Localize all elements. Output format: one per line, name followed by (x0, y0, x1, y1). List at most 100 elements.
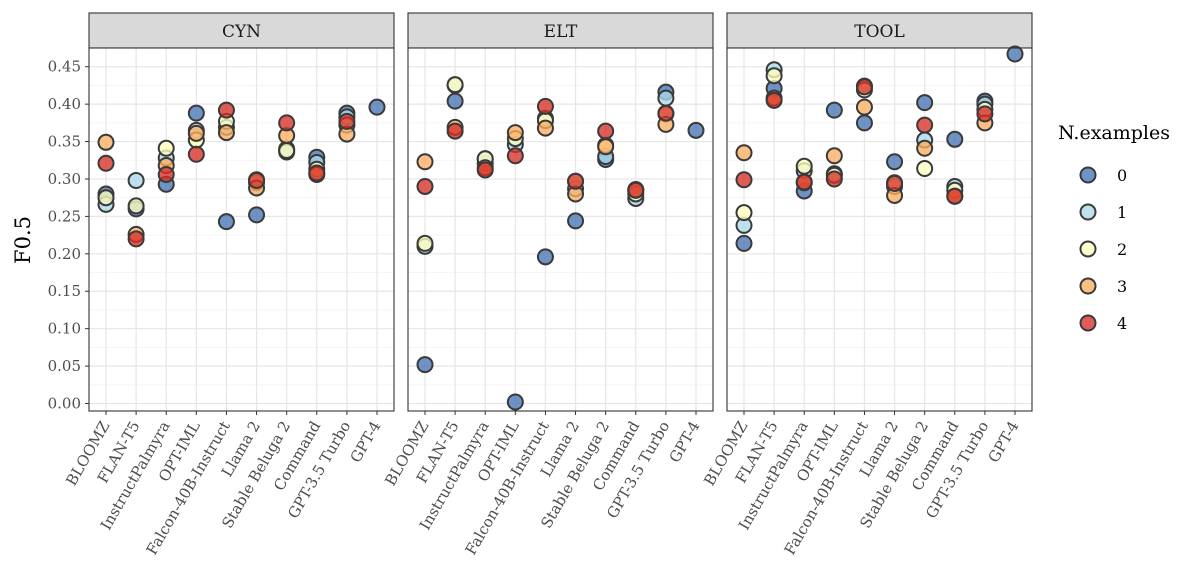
facet-strip (407, 12, 714, 49)
y-tick-label: 0.35 (48, 133, 81, 151)
data-point (416, 234, 434, 252)
data-point (916, 94, 934, 112)
data-point (765, 91, 783, 109)
legend-title: N.examples (1058, 122, 1170, 144)
panel-elt: ELTBLOOMZFLAN-T5InstructPalmyraOPT-IMLFa… (381, 12, 714, 558)
data-point (536, 97, 554, 115)
y-tick-label: 0.20 (48, 245, 81, 263)
y-tick-label: 0.00 (48, 395, 81, 413)
data-point (187, 104, 205, 122)
data-point (97, 154, 115, 172)
data-point (446, 122, 464, 140)
x-tick-label: GPT-4 (984, 418, 1022, 466)
y-tick-label: 0.10 (48, 320, 81, 338)
data-point (886, 174, 904, 192)
legend-key (1079, 166, 1097, 184)
data-point (946, 187, 964, 205)
data-point (597, 122, 615, 140)
data-point (627, 181, 645, 199)
x-tick-label: GPT-4 (665, 418, 703, 466)
y-tick-label: 0.30 (48, 170, 81, 188)
data-point (506, 147, 524, 165)
legend-label: 1 (1117, 203, 1127, 222)
legend: N.examples 0 1 2 3 4 (1058, 122, 1170, 333)
data-point (338, 112, 356, 130)
data-point (976, 105, 994, 123)
legend-key (1079, 203, 1097, 221)
panel-cyn: CYNBLOOMZFLAN-T5InstructPalmyraOPT-IMLFa… (62, 12, 395, 558)
data-point (476, 161, 494, 179)
data-point (416, 356, 434, 374)
data-point (825, 101, 843, 119)
data-point (278, 114, 296, 132)
data-point (687, 121, 705, 139)
data-point (735, 204, 753, 222)
facet-strip-label: CYN (222, 22, 261, 42)
data-point (446, 76, 464, 94)
data-point (886, 153, 904, 171)
data-point (825, 170, 843, 188)
data-point (217, 213, 235, 231)
data-point (855, 78, 873, 96)
data-point (765, 67, 783, 85)
y-tick-label: 0.15 (48, 282, 81, 300)
data-point (1006, 45, 1024, 63)
data-point (187, 145, 205, 163)
data-point (946, 130, 964, 148)
data-point (127, 171, 145, 189)
panel-tool: TOOLBLOOMZFLAN-T5InstructPalmyraOPT-IMLF… (700, 12, 1033, 558)
x-tick-label: GPT-4 (346, 418, 384, 466)
data-point (217, 124, 235, 142)
data-point (127, 197, 145, 215)
legend-label: 2 (1117, 240, 1127, 259)
data-point (446, 92, 464, 110)
facet-strip-label: TOOL (854, 22, 905, 42)
facet-strip-label: ELT (544, 22, 578, 42)
y-tick-label: 0.25 (48, 207, 81, 225)
data-point (855, 98, 873, 116)
data-point (187, 124, 205, 142)
data-point (506, 124, 524, 142)
data-point (536, 119, 554, 137)
data-point (157, 165, 175, 183)
legend-label: 0 (1117, 166, 1127, 185)
legend-key (1079, 277, 1097, 295)
data-point (567, 212, 585, 230)
data-point (248, 206, 266, 224)
data-point (248, 171, 266, 189)
y-tick-label: 0.40 (48, 95, 81, 113)
y-tick-label: 0.45 (48, 58, 81, 76)
data-point (97, 189, 115, 207)
data-point (855, 114, 873, 132)
legend-label: 3 (1117, 277, 1127, 296)
data-point (308, 164, 326, 182)
facet-strip (88, 12, 395, 49)
data-point (916, 116, 934, 134)
data-point (416, 177, 434, 195)
data-point (795, 173, 813, 191)
panel-border (407, 47, 714, 412)
data-point (795, 157, 813, 175)
data-point (217, 101, 235, 119)
facet-strip (726, 12, 1033, 49)
legend-key (1079, 240, 1097, 258)
y-tick-label: 0.05 (48, 357, 81, 375)
data-point (368, 98, 386, 116)
data-point (278, 142, 296, 160)
data-point (416, 153, 434, 171)
y-axis: 0.00 0.05 0.10 0.15 0.20 0.25 0.30 0.35 0.40 0.45 (48, 58, 89, 413)
data-point (657, 89, 675, 107)
y-axis-title: F0.5 (11, 216, 35, 264)
data-point (735, 144, 753, 162)
data-point (735, 234, 753, 252)
data-point (567, 172, 585, 190)
data-point (97, 133, 115, 151)
data-point (506, 393, 524, 411)
data-point (825, 147, 843, 165)
data-point (657, 104, 675, 122)
panel-border (88, 47, 395, 412)
panels-layer: CYNBLOOMZFLAN-T5InstructPalmyraOPT-IMLFa… (62, 12, 1033, 558)
data-point (916, 139, 934, 157)
data-point (916, 160, 934, 178)
legend-key (1079, 314, 1097, 332)
